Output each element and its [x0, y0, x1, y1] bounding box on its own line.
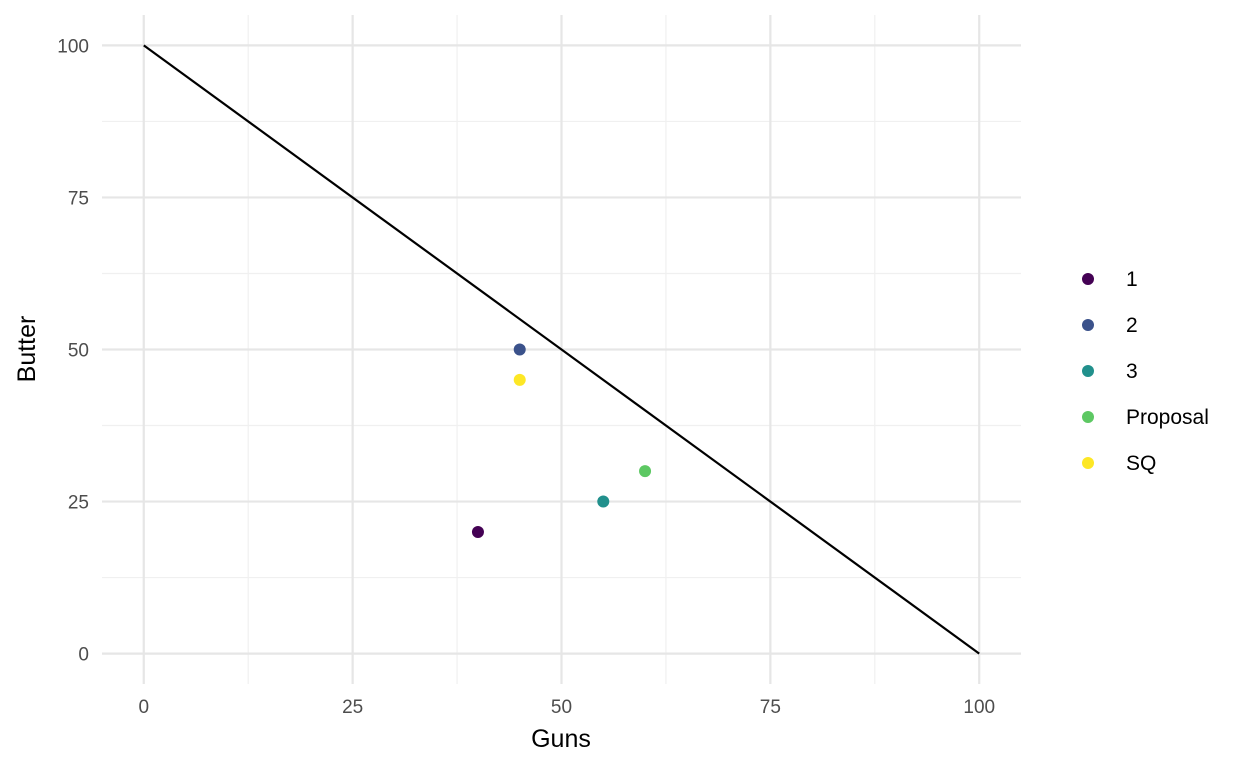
- y-axis-ticks: 0 25 50 75 100: [57, 36, 89, 665]
- x-tick-label: 50: [551, 697, 572, 718]
- x-tick-label: 25: [342, 697, 363, 718]
- budget-line: [143, 44, 980, 655]
- y-tick-label: 25: [68, 493, 89, 514]
- x-tick-label: 75: [760, 697, 781, 718]
- legend-key-proposal: [1082, 411, 1094, 423]
- point-sq: [513, 373, 526, 386]
- legend-label-1: 1: [1126, 268, 1138, 291]
- x-tick-label: 100: [963, 697, 995, 718]
- legend: 1 2 3 Proposal SQ: [1082, 268, 1209, 475]
- legend-label-2: 2: [1126, 314, 1138, 337]
- y-tick-label: 50: [68, 341, 89, 362]
- legend-key-sq: [1082, 457, 1094, 469]
- points-layer: [471, 343, 652, 538]
- point-proposal: [639, 465, 652, 478]
- x-axis-ticks: 0 25 50 75 100: [138, 697, 995, 718]
- legend-key-2: [1082, 319, 1094, 331]
- grid: [102, 15, 1021, 684]
- legend-key-3: [1082, 365, 1094, 377]
- y-tick-label: 0: [78, 645, 89, 666]
- x-tick-label: 0: [138, 697, 149, 718]
- point-2: [513, 343, 526, 356]
- y-tick-label: 100: [57, 36, 89, 57]
- x-axis-title: Guns: [531, 725, 591, 753]
- point-3: [597, 495, 610, 508]
- point-1: [471, 525, 484, 538]
- legend-label-3: 3: [1126, 360, 1138, 383]
- legend-label-proposal: Proposal: [1126, 406, 1209, 429]
- budget-line-layer: [143, 44, 980, 655]
- y-axis-title: Butter: [13, 316, 41, 383]
- legend-label-sq: SQ: [1126, 452, 1156, 475]
- y-tick-label: 75: [68, 188, 89, 209]
- legend-key-1: [1082, 273, 1094, 285]
